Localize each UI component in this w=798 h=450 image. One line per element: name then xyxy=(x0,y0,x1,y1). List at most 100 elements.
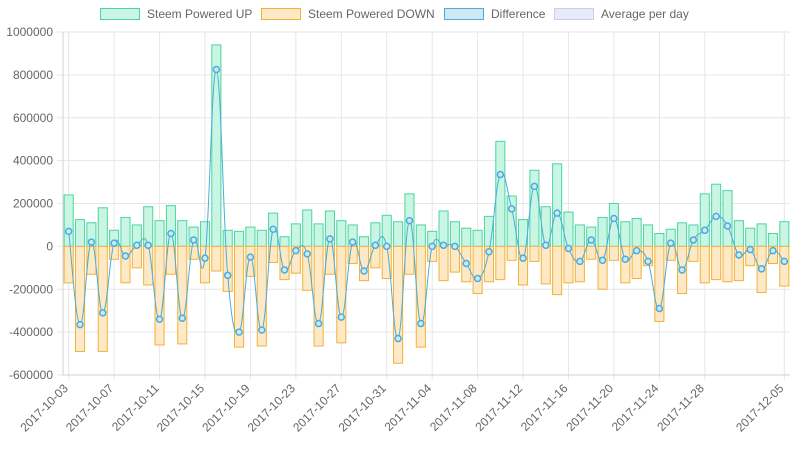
powered-up-bar xyxy=(552,163,563,247)
difference-point xyxy=(598,256,607,265)
difference-point xyxy=(99,309,107,317)
legend-item-powered-up[interactable]: Steem Powered UP xyxy=(100,7,252,21)
difference-point xyxy=(155,315,164,324)
legend-swatch-difference xyxy=(444,8,484,20)
difference-point xyxy=(394,334,402,343)
powered-up-bar xyxy=(529,169,540,247)
powered-down-bar xyxy=(211,245,222,272)
difference-point xyxy=(314,319,323,328)
powered-down-bar xyxy=(347,245,358,265)
x-tick-label: 2017-10-15 xyxy=(154,381,208,435)
powered-down-bar xyxy=(586,245,597,260)
legend-swatch-powered-up xyxy=(100,8,140,20)
powered-up-bar xyxy=(63,194,74,247)
powered-down-bar xyxy=(177,245,188,345)
powered-up-bar xyxy=(177,220,188,247)
powered-down-bar xyxy=(279,245,290,281)
difference-point xyxy=(542,241,550,250)
difference-point xyxy=(462,259,471,268)
difference-point xyxy=(428,242,436,251)
powered-down-bar xyxy=(631,245,642,280)
difference-point xyxy=(655,304,664,313)
difference-point xyxy=(201,254,209,262)
x-tick-label: 2017-11-04 xyxy=(382,381,435,434)
x-tick-label: 2017-10-31 xyxy=(336,381,390,435)
powered-down-bar xyxy=(495,245,506,281)
powered-up-bar xyxy=(506,195,517,247)
powered-up-bar xyxy=(461,227,472,247)
powered-down-bar xyxy=(733,245,744,282)
powered-down-bar xyxy=(154,245,165,346)
x-tick-label: 2017-10-27 xyxy=(290,381,344,435)
powered-up-bar xyxy=(415,224,426,247)
difference-point xyxy=(87,238,96,246)
powered-up-bar xyxy=(563,211,574,247)
powered-up-bar xyxy=(120,216,131,247)
difference-point xyxy=(485,247,493,256)
powered-up-bar xyxy=(472,229,483,247)
powered-up-bar xyxy=(438,210,449,247)
powered-down-bar xyxy=(393,245,404,364)
powered-up-bar xyxy=(620,221,631,247)
powered-up-bar xyxy=(154,220,165,247)
legend-swatch-average xyxy=(554,8,594,20)
y-tick-label: 200000 xyxy=(13,197,53,211)
x-tick-label: 2017-11-12 xyxy=(472,381,525,434)
difference-point xyxy=(473,274,482,283)
difference-point xyxy=(64,227,73,236)
difference-point xyxy=(678,266,686,274)
y-tick-label: -200000 xyxy=(9,282,53,296)
powered-down-bar xyxy=(97,245,108,352)
powered-down-bar xyxy=(438,245,449,282)
powered-down-bar xyxy=(711,245,722,281)
x-tick-label: 2017-10-23 xyxy=(245,381,299,435)
difference-point xyxy=(178,314,187,322)
powered-up-bar xyxy=(699,193,710,247)
y-tick-label: 0 xyxy=(46,239,53,253)
difference-point xyxy=(167,229,175,238)
powered-down-bar xyxy=(642,245,654,267)
x-tick-label: 2017-11-20 xyxy=(563,381,616,434)
difference-point xyxy=(382,242,391,251)
powered-up-bar xyxy=(234,230,245,247)
difference-point xyxy=(621,255,630,263)
difference-line xyxy=(68,69,785,340)
legend-label-powered-up: Steem Powered UP xyxy=(147,7,253,21)
y-tick-label: -600000 xyxy=(9,368,53,382)
powered-up-bar xyxy=(199,221,211,247)
difference-point xyxy=(405,216,414,225)
powered-up-bar xyxy=(381,214,392,247)
powered-up-bar xyxy=(211,44,222,247)
powered-down-bar xyxy=(199,245,211,284)
powered-up-bar xyxy=(677,222,688,247)
powered-up-bar xyxy=(642,224,654,247)
powered-up-bar xyxy=(165,205,176,247)
difference-point xyxy=(553,209,561,217)
powered-up-bar xyxy=(336,220,347,247)
powered-down-bar xyxy=(313,245,324,347)
legend-item-powered-down[interactable]: Steem Powered DOWN xyxy=(261,7,435,21)
x-tick-label: 2017-12-05 xyxy=(733,381,787,435)
powered-down-bar xyxy=(415,245,426,348)
powered-up-bar xyxy=(245,226,256,247)
powered-up-bar xyxy=(745,227,756,247)
difference-point xyxy=(280,266,289,274)
powered-down-bar xyxy=(518,245,529,286)
difference-point xyxy=(519,254,527,262)
difference-point xyxy=(258,326,266,334)
powered-down-bar xyxy=(529,245,540,262)
difference-point xyxy=(292,246,300,255)
difference-point xyxy=(246,253,255,261)
y-tick-label: 400000 xyxy=(13,154,53,168)
powered-up-bar xyxy=(302,209,313,247)
difference-point xyxy=(417,319,425,328)
difference-point xyxy=(133,241,141,250)
powered-up-bar xyxy=(733,220,744,247)
legend-item-difference[interactable]: Difference xyxy=(444,7,545,21)
powered-down-bar xyxy=(767,245,779,265)
legend-item-average[interactable]: Average per day xyxy=(554,7,689,21)
powered-up-bar xyxy=(767,233,779,247)
difference-point xyxy=(587,236,595,244)
